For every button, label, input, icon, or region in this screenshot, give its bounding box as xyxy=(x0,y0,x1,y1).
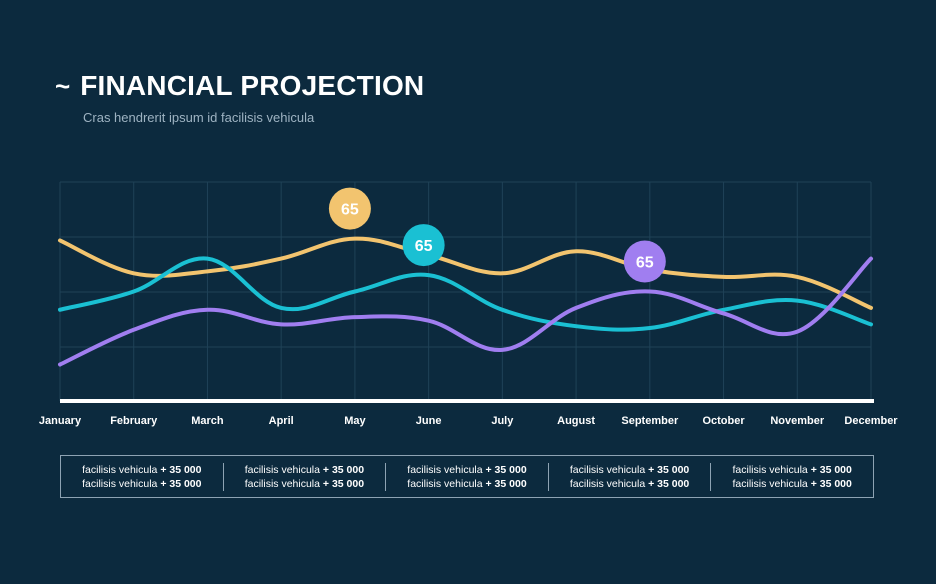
annotation-label: 65 xyxy=(341,202,359,219)
chart-series-lines xyxy=(58,236,873,367)
x-tick-label: March xyxy=(191,415,224,427)
x-tick-label: May xyxy=(344,415,366,427)
summary-text: facilisis vehicula xyxy=(732,477,811,490)
annotation-badge xyxy=(402,224,445,267)
x-tick-label: July xyxy=(491,415,514,427)
summary-value: + 35 000 xyxy=(322,477,365,490)
summary-value: + 35 000 xyxy=(810,477,852,490)
summary-cell: facilisis vehicula + 35 000 facilisis ve… xyxy=(61,462,224,491)
summary-value: + 35 000 xyxy=(648,463,690,476)
summary-value: + 35 000 xyxy=(160,463,202,476)
x-axis-labels: January February March April May June July Augu… xyxy=(39,415,898,427)
annotation-badge xyxy=(623,240,666,283)
summary-text: facilisis vehicula xyxy=(244,477,323,490)
page-subtitle: Cras hendrerit ipsum id facilisis vehicu… xyxy=(83,110,315,125)
x-tick-label: January xyxy=(39,415,82,427)
x-tick-label: November xyxy=(770,415,825,427)
x-tick-label: April xyxy=(269,415,294,427)
series-line-2 xyxy=(58,256,873,367)
chart-annotations: 65 65 65 xyxy=(328,187,666,283)
page-title: FINANCIAL PROJECTION xyxy=(80,70,425,101)
summary-text: facilisis vehicula xyxy=(569,477,649,490)
chart-header: ~ FINANCIAL PROJECTION Cras hendrerit ip… xyxy=(55,72,424,126)
summary-text: facilisis vehicula xyxy=(407,463,486,476)
summary-text: facilisis vehicula xyxy=(82,463,161,476)
summary-value: + 35 000 xyxy=(322,463,365,476)
x-tick-label: September xyxy=(621,415,679,427)
x-tick-label: August xyxy=(557,415,595,427)
summary-text: facilisis vehicula xyxy=(407,477,486,490)
summary-cell: facilisis vehicula + 35 000 facilisis ve… xyxy=(224,462,387,491)
summary-value: + 35 000 xyxy=(485,463,527,476)
annotation-badge xyxy=(328,187,371,230)
summary-value: + 35 000 xyxy=(648,477,690,490)
summary-text: facilisis vehicula xyxy=(569,463,649,476)
summary-cell: facilisis vehicula + 35 000 facilisis ve… xyxy=(711,463,873,491)
summary-cell: facilisis vehicula + 35 000 facilisis ve… xyxy=(549,462,712,491)
annotation-label: 65 xyxy=(636,255,654,272)
summary-text: facilisis vehicula xyxy=(244,463,323,476)
chart-baseline xyxy=(60,399,874,403)
x-tick-label: February xyxy=(110,415,158,427)
x-tick-label: December xyxy=(844,415,898,427)
series-line-1 xyxy=(58,256,873,332)
tilde-icon: ~ xyxy=(55,71,71,101)
annotation-label: 65 xyxy=(415,238,433,255)
summary-cell: facilisis vehicula + 35 000 facilisis ve… xyxy=(386,462,549,491)
series-line-0 xyxy=(58,236,873,310)
summary-table: facilisis vehicula + 35 000 facilisis ve… xyxy=(60,455,874,498)
summary-value: + 35 000 xyxy=(485,477,527,490)
x-tick-label: June xyxy=(416,415,442,427)
chart-grid xyxy=(59,181,872,401)
summary-value: + 35 000 xyxy=(810,463,852,476)
x-tick-label: October xyxy=(702,415,745,427)
summary-value: + 35 000 xyxy=(160,477,202,490)
title-row: ~ FINANCIAL PROJECTION xyxy=(55,72,424,100)
summary-text: facilisis vehicula xyxy=(732,463,811,476)
summary-text: facilisis vehicula xyxy=(82,477,161,490)
